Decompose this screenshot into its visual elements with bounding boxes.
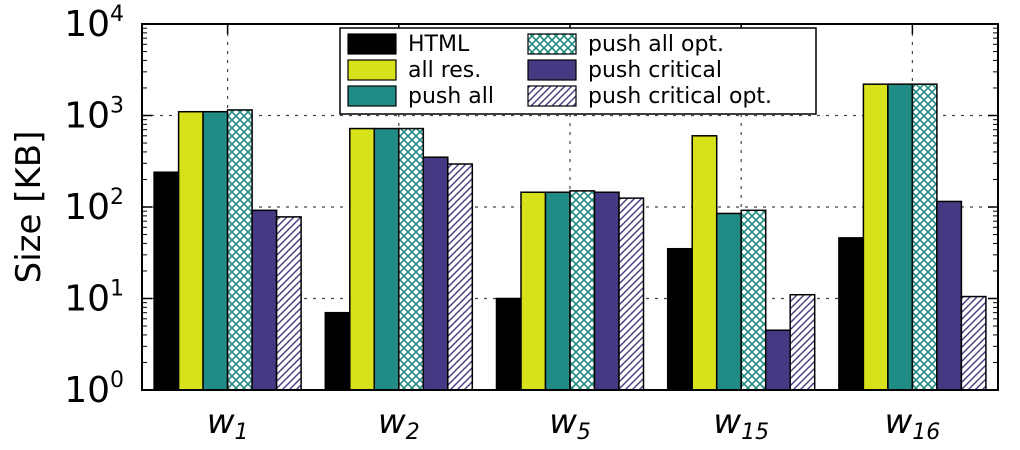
bar: [447, 163, 474, 391]
bar: [666, 247, 693, 391]
bar: [789, 293, 816, 391]
x-tick-subscript: 16: [912, 420, 940, 445]
bar: [275, 216, 302, 391]
y-tick-base: 10: [64, 279, 110, 320]
bar: [569, 190, 596, 391]
x-tick-label: w15: [713, 402, 769, 445]
bar: [520, 191, 547, 391]
bar: [373, 127, 400, 391]
y-tick-label: 103: [64, 94, 124, 137]
bar: [715, 212, 742, 391]
legend-label: HTML: [408, 32, 470, 57]
bar: [398, 127, 425, 391]
y-tick-base: 10: [64, 4, 110, 45]
x-tick-base: w: [549, 402, 577, 442]
bar: [251, 209, 278, 391]
bar: [887, 83, 914, 391]
legend-swatch: [527, 85, 577, 107]
x-tick-label: w5: [549, 402, 591, 445]
x-tick-subscript: 5: [577, 420, 591, 445]
legend-label: push critical opt.: [588, 84, 772, 109]
bar: [422, 156, 449, 391]
bar: [740, 209, 767, 391]
y-tick-label: 100: [64, 368, 124, 411]
y-axis-label: Size [KB]: [9, 131, 49, 284]
x-tick-subscript: 15: [741, 420, 769, 445]
y-tick-exponent: 0: [110, 368, 124, 393]
bar: [618, 197, 645, 391]
bar: [324, 311, 351, 391]
legend-label: push all opt.: [588, 32, 724, 57]
x-tick-base: w: [713, 402, 741, 442]
legend-swatch: [347, 85, 397, 107]
y-tick-label: 104: [64, 2, 124, 45]
legend-swatch: [527, 33, 577, 55]
legend-label: push critical: [588, 58, 722, 83]
x-tick-label: w1: [207, 402, 249, 445]
bar: [960, 295, 987, 391]
y-tick-base: 10: [64, 187, 110, 228]
bar: [177, 110, 204, 391]
y-tick-base: 10: [64, 96, 110, 137]
x-tick-base: w: [884, 402, 912, 442]
bar: [838, 237, 865, 391]
y-tick-label: 102: [64, 185, 124, 228]
bar: [691, 135, 718, 391]
x-tick-base: w: [207, 402, 235, 442]
bar: [544, 191, 571, 391]
y-tick-exponent: 1: [110, 277, 124, 302]
y-tick-label: 101: [64, 277, 124, 320]
bar: [862, 83, 889, 391]
bar: [936, 200, 963, 391]
y-tick-exponent: 4: [110, 2, 124, 27]
legend-swatch: [527, 59, 577, 81]
bar: [202, 110, 229, 391]
legend-swatch: [347, 33, 397, 55]
bar: [153, 171, 180, 391]
bar: [495, 297, 522, 391]
x-tick-base: w: [378, 402, 406, 442]
bar: [593, 191, 620, 391]
bar: [349, 127, 376, 391]
x-tick-subscript: 2: [406, 420, 420, 445]
legend-label: all res.: [408, 58, 481, 83]
x-tick-label: w2: [378, 402, 420, 445]
bar: [911, 83, 938, 391]
y-tick-base: 10: [64, 370, 110, 411]
y-tick-exponent: 2: [110, 185, 124, 210]
x-tick-label: w16: [884, 402, 940, 445]
y-tick-exponent: 3: [110, 94, 124, 119]
legend-box: [339, 27, 817, 115]
legend-label: push all: [408, 84, 494, 109]
legend-swatch: [347, 59, 397, 81]
bar: [226, 109, 253, 391]
bar: [764, 329, 791, 391]
x-tick-subscript: 1: [235, 420, 249, 445]
bars: [153, 83, 987, 391]
